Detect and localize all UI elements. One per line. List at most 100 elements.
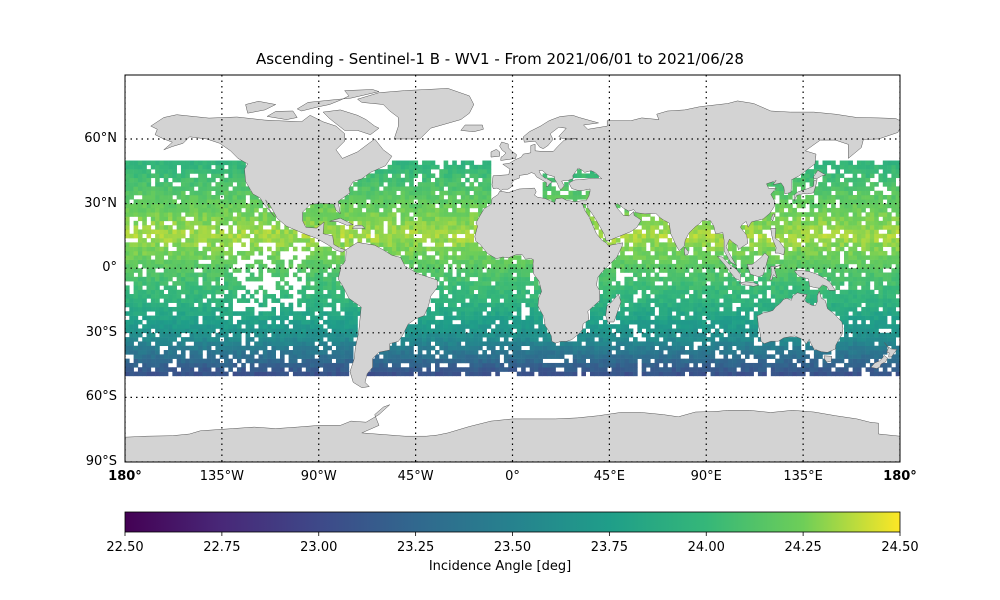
data-cell — [426, 216, 431, 222]
data-cell — [719, 250, 724, 256]
data-cell — [714, 302, 720, 308]
data-cell — [835, 225, 841, 230]
data-cell — [706, 268, 711, 273]
data-cell — [663, 220, 668, 226]
data-cell — [848, 220, 853, 226]
data-cell — [452, 371, 457, 377]
data-cell — [146, 362, 152, 368]
data-cell — [878, 281, 884, 286]
data-cell — [676, 341, 681, 347]
data-cell — [318, 332, 324, 338]
data-cell — [508, 255, 513, 260]
data-cell — [206, 311, 212, 316]
data-cell — [706, 298, 711, 303]
data-cell — [335, 212, 341, 217]
data-cell — [280, 324, 285, 329]
data-cell — [172, 233, 177, 239]
data-cell — [383, 354, 388, 359]
data-cell — [732, 289, 737, 295]
data-cell — [865, 315, 871, 321]
data-cell — [396, 354, 401, 359]
data-cell — [447, 285, 453, 291]
data-cell — [615, 315, 621, 321]
data-cell — [482, 315, 487, 321]
data-cell — [409, 362, 414, 368]
data-cell — [478, 246, 483, 252]
data-cell — [723, 285, 729, 291]
data-cell — [348, 242, 354, 247]
data-cell — [512, 306, 518, 312]
data-cell — [676, 350, 681, 355]
data-cell — [839, 358, 845, 364]
data-cell — [150, 229, 156, 235]
data-cell — [551, 367, 556, 372]
data-cell — [452, 242, 457, 247]
data-cell — [439, 302, 444, 308]
data-cell — [710, 350, 716, 355]
data-cell — [168, 276, 173, 282]
data-cell — [818, 354, 823, 359]
data-cell — [383, 367, 388, 372]
data-cell — [456, 328, 462, 334]
data-cell — [538, 354, 543, 359]
data-cell — [224, 332, 229, 338]
data-cell — [133, 354, 139, 359]
data-cell — [422, 328, 427, 334]
data-cell — [654, 371, 660, 377]
data-cell — [680, 306, 686, 312]
data-cell — [805, 229, 810, 235]
data-cell — [503, 272, 509, 278]
data-cell — [667, 354, 673, 359]
data-cell — [335, 285, 341, 291]
data-cell — [292, 315, 298, 321]
data-cell — [215, 367, 221, 372]
data-cell — [663, 311, 668, 316]
data-cell — [391, 233, 397, 239]
data-cell — [856, 203, 862, 209]
data-cell — [172, 319, 177, 325]
data-cell — [224, 259, 229, 265]
data-cell — [439, 242, 444, 247]
data-cell — [529, 362, 535, 368]
data-cell — [882, 250, 888, 256]
data-cell — [822, 194, 828, 200]
data-cell — [783, 371, 789, 377]
data-cell — [435, 311, 440, 316]
data-cell — [611, 332, 617, 338]
data-cell — [844, 294, 849, 299]
data-cell — [456, 298, 462, 303]
data-cell — [641, 281, 647, 286]
data-cell — [202, 324, 208, 329]
data-cell — [353, 194, 358, 200]
data-cell — [805, 246, 810, 252]
data-cell — [426, 229, 431, 235]
data-cell — [865, 294, 871, 299]
data-cell — [236, 233, 242, 239]
data-cell — [585, 362, 591, 368]
data-cell — [456, 225, 462, 230]
data-cell — [637, 238, 642, 243]
data-cell — [887, 212, 892, 217]
data-cell — [645, 371, 651, 377]
data-cell — [202, 263, 208, 269]
data-cell — [658, 341, 664, 347]
data-cell — [133, 319, 139, 325]
data-cell — [236, 225, 242, 230]
data-cell — [142, 225, 147, 230]
data-cell — [667, 242, 673, 247]
data-cell — [189, 324, 195, 329]
data-cell — [284, 345, 289, 351]
data-cell — [331, 302, 337, 308]
data-cell — [443, 371, 449, 377]
data-cell — [163, 233, 169, 239]
data-cell — [452, 199, 457, 204]
data-cell — [236, 324, 242, 329]
data-cell — [318, 328, 324, 334]
data-cell — [163, 281, 169, 286]
data-cell — [671, 328, 677, 334]
data-cell — [796, 345, 802, 351]
data-cell — [374, 194, 380, 200]
data-cell — [125, 289, 130, 295]
data-cell — [172, 263, 177, 269]
data-cell — [486, 362, 492, 368]
